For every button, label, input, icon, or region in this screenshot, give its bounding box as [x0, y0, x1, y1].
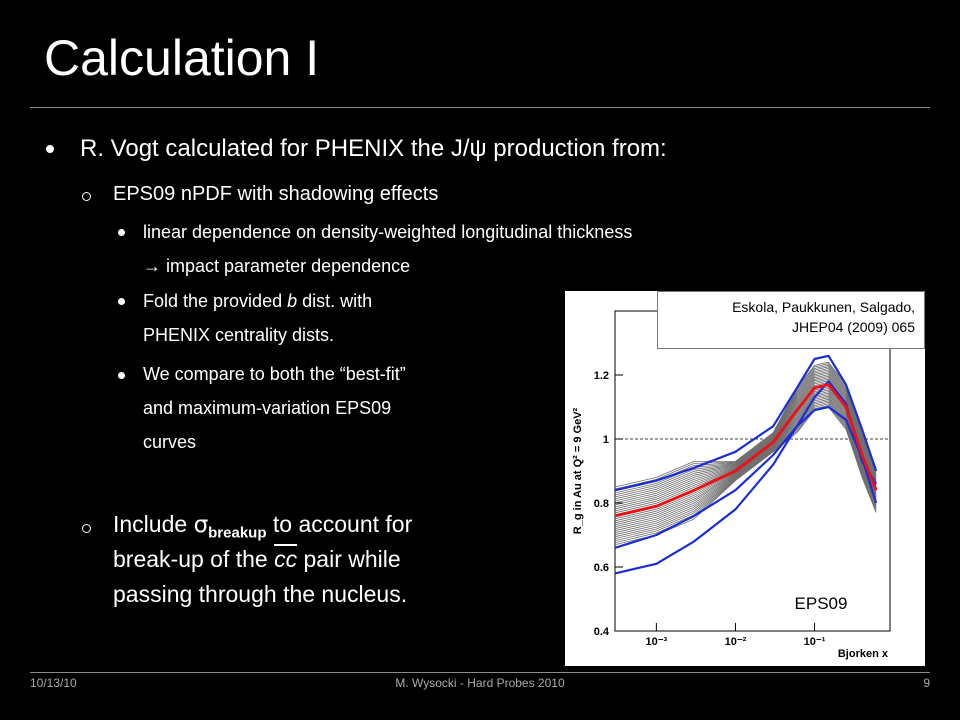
blue-variation-curve	[614, 354, 878, 492]
x-tick-label: 10⁻³	[645, 636, 667, 648]
x-tick-label: 10⁻²	[725, 636, 747, 648]
footer-divider	[30, 672, 930, 673]
item-compare-line2: and maximum-variation EPS09	[143, 398, 392, 418]
bullet-dot	[118, 229, 125, 236]
grey-variation-curve	[614, 368, 877, 496]
item-fold: Fold the provided b dist. with	[143, 291, 373, 311]
sub-bullet-ring	[82, 524, 91, 533]
grey-variation-curve	[614, 389, 877, 524]
footer-date: 10/13/10	[30, 676, 77, 690]
footer-title: M. Wysocki - Hard Probes 2010	[395, 676, 565, 690]
y-tick-label: 0.8	[594, 498, 609, 510]
y-axis-label: R_g in Au at Q² = 9 GeV²	[572, 407, 584, 534]
bullet-dot	[46, 145, 54, 153]
red-central-curve	[614, 383, 878, 518]
bullet-dot	[118, 372, 125, 379]
grey-variation-curve	[614, 369, 877, 498]
citation-line2: JHEP04 (2009) 065	[792, 319, 915, 335]
citation-box: Eskola, Paukkunen, Salgado, JHEP04 (2009…	[657, 291, 925, 349]
item-fold-line2: PHENIX centrality dists.	[143, 325, 335, 345]
footer-page-number: 9	[923, 676, 930, 690]
grey-variation-curve	[614, 372, 877, 502]
grey-variation-curve	[614, 377, 877, 508]
slide-title: Calculation I	[44, 30, 320, 86]
grey-variation-curve	[614, 406, 877, 545]
y-tick-label: 1.2	[594, 370, 609, 382]
cc-bar: cc	[274, 546, 298, 572]
y-tick-label: 0.4	[594, 626, 610, 638]
plot-frame	[614, 310, 891, 632]
y-tick-label: 0.6	[594, 562, 609, 574]
include-line1: Include σbreakup to account for	[113, 511, 413, 542]
grey-variation-curve	[614, 375, 877, 506]
grey-variation-curve	[614, 397, 877, 534]
item-impact-parameter: → impact parameter dependence	[143, 254, 410, 278]
x-axis-label: Bjorken x	[838, 648, 889, 660]
title-divider	[30, 107, 930, 108]
sub-bullet-eps09: EPS09 nPDF with shadowing effects	[113, 183, 439, 205]
grey-variation-curve	[614, 371, 877, 500]
grey-variation-curve	[614, 364, 877, 492]
eps09-label: EPS09	[795, 594, 848, 613]
item-compare-line1: We compare to both the “best-fit”	[143, 364, 406, 384]
eps09-chart: 0.4 0.6 0.8 1 1.2 10⁻³ 10⁻² 10⁻¹ Bjorken x R_g in…	[572, 310, 891, 660]
y-tick-label: 1	[603, 434, 609, 446]
bullet-dot	[118, 298, 125, 305]
main-bullet: R. Vogt calculated for PHENIX the J/ψ pr…	[80, 135, 667, 162]
include-line3: passing through the nucleus.	[113, 581, 408, 607]
grey-variation-curve	[614, 378, 877, 510]
eps09-plot: 0.4 0.6 0.8 1 1.2 10⁻³ 10⁻² 10⁻¹ Bjorken x R_g in…	[565, 291, 925, 666]
item-impact-parameter-text: impact parameter dependence	[166, 256, 411, 276]
arrow-right-icon: →	[143, 256, 161, 276]
grey-variation-curve	[614, 403, 877, 541]
grey-variation-curve	[614, 374, 877, 504]
sub-bullet-ring	[82, 192, 91, 201]
x-tick-label: 10⁻¹	[804, 636, 826, 648]
item-compare-line3: curves	[143, 432, 197, 452]
item-linear-dependence: linear dependence on density-weighted lo…	[143, 222, 633, 242]
include-line2: break-up of the cc pair while	[113, 546, 401, 572]
citation-line1: Eskola, Paukkunen, Salgado,	[732, 299, 915, 315]
